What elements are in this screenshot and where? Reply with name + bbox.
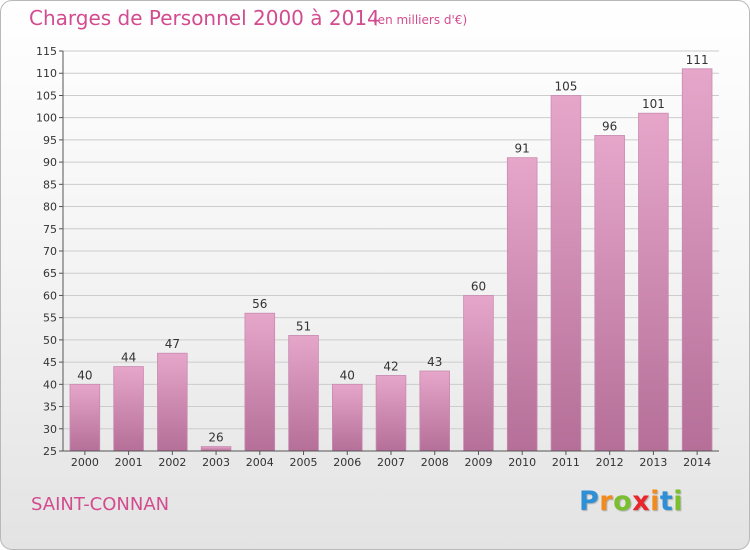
- y-tick-label: 70: [43, 245, 57, 258]
- commune-name: SAINT-CONNAN: [31, 494, 170, 515]
- data-label: 43: [427, 355, 442, 369]
- bar-2009: [463, 295, 494, 452]
- y-tick-label: 110: [36, 67, 57, 80]
- data-label: 42: [383, 359, 398, 373]
- data-label: 47: [165, 337, 180, 351]
- bar-2008: [419, 370, 451, 452]
- bar-2010: [506, 157, 538, 452]
- y-tick-label: 55: [43, 312, 57, 325]
- data-label: 44: [121, 351, 136, 365]
- chart-title: Charges de Personnel 2000 à 2014: [29, 6, 380, 30]
- data-label: 96: [602, 119, 617, 133]
- y-tick-label: 30: [43, 423, 57, 436]
- data-label: 40: [340, 368, 355, 382]
- y-tick-label: 45: [43, 356, 57, 369]
- bar-2012: [594, 135, 625, 452]
- bar-2007: [375, 375, 407, 452]
- x-tick-label: 2001: [115, 456, 143, 469]
- data-label: 111: [686, 53, 709, 67]
- x-tick-label: 2013: [639, 456, 667, 469]
- y-tick-label: 80: [43, 201, 57, 214]
- bar-2002: [157, 352, 188, 452]
- bars: [69, 68, 713, 452]
- x-tick-label: 2011: [552, 456, 580, 469]
- x-tick-label: 2000: [71, 456, 99, 469]
- y-tick-label: 75: [43, 223, 57, 236]
- bar-2004: [244, 312, 276, 452]
- data-label: 51: [296, 319, 311, 333]
- axes: [59, 50, 719, 455]
- data-label: 60: [471, 279, 486, 293]
- bar-2005: [288, 335, 319, 452]
- x-tick-label: 2004: [246, 456, 274, 469]
- x-tick-label: 2007: [377, 456, 405, 469]
- y-tick-label: 40: [43, 378, 57, 391]
- x-tick-label: 2002: [158, 456, 186, 469]
- y-tick-label: 95: [43, 134, 57, 147]
- y-tick-label: 90: [43, 156, 57, 169]
- data-label: 40: [77, 368, 92, 382]
- y-tick-label: 105: [36, 89, 57, 102]
- y-tick-label: 35: [43, 401, 57, 414]
- x-tick-label: 2008: [421, 456, 449, 469]
- bar-2001: [113, 366, 144, 452]
- brand-letter: i: [673, 486, 684, 517]
- y-tick-label: 60: [43, 289, 57, 302]
- bar-2006: [331, 383, 363, 452]
- y-tick-label: 65: [43, 267, 57, 280]
- y-tick-label: 115: [36, 45, 57, 58]
- brand-letter: i: [650, 486, 660, 517]
- x-tick-label: 2006: [333, 456, 361, 469]
- data-label: 56: [252, 297, 267, 311]
- bar-2014: [681, 68, 713, 452]
- x-tick-label: 2003: [202, 456, 230, 469]
- bar-2003: [200, 446, 232, 452]
- data-label: 91: [515, 142, 530, 156]
- y-tick-label: 25: [43, 445, 57, 458]
- bar-2000: [69, 383, 101, 452]
- x-tick-label: 2009: [464, 456, 492, 469]
- bar-2013: [638, 112, 669, 452]
- brand-letter: P: [579, 486, 600, 517]
- labels: 25 30 35 40 45 50 55 60 65 70 75 80 85 90 95 100 105 110 1…: [36, 45, 711, 469]
- x-tick-label: 2012: [596, 456, 624, 469]
- x-tick-label: 2014: [683, 456, 711, 469]
- bar-2011: [550, 95, 582, 452]
- brand-letter: t: [659, 486, 674, 517]
- chart-subtitle: (en milliers d'€): [373, 13, 468, 27]
- x-tick-label: 2005: [290, 456, 318, 469]
- proxiti-logo: Proxiti: [579, 486, 683, 517]
- data-label: 105: [554, 79, 577, 93]
- data-label: 26: [208, 431, 223, 445]
- brand-letter: x: [632, 486, 651, 517]
- brand-letter: o: [613, 486, 633, 517]
- y-tick-label: 50: [43, 334, 57, 347]
- x-tick-label: 2010: [508, 456, 536, 469]
- y-tick-label: 85: [43, 178, 57, 191]
- y-tick-label: 100: [36, 112, 57, 125]
- brand-letter: r: [599, 486, 614, 517]
- data-label: 101: [642, 97, 665, 111]
